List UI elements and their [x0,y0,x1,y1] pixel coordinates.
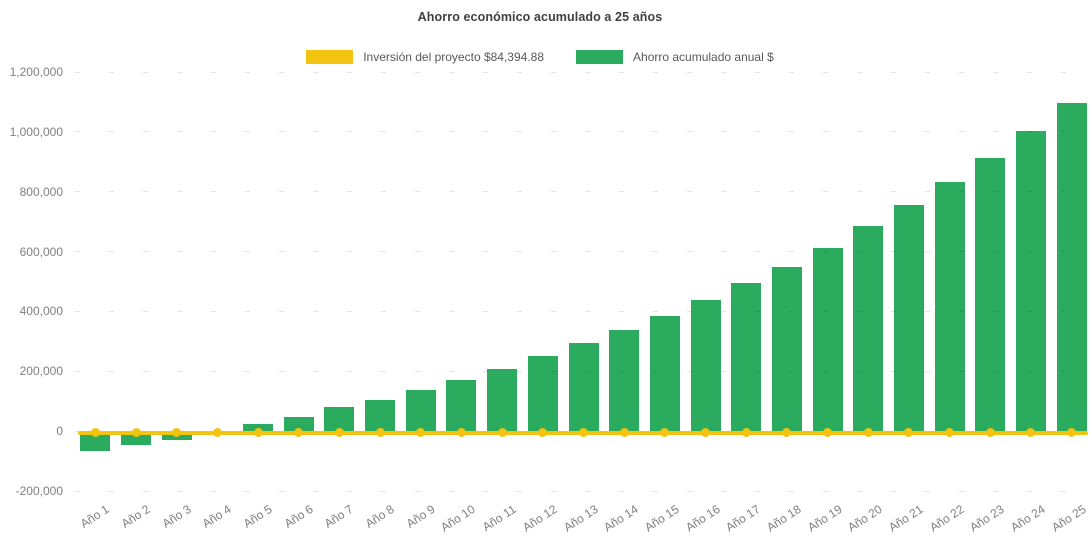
y-tick-label: 400,000 [19,304,63,319]
bar [1056,102,1087,432]
y-tick-label: 1,000,000 [9,124,63,139]
line-marker [579,428,588,438]
line-marker [782,428,792,438]
bar [487,369,518,432]
plot-area: 1,200,000 1,000,000 800,000 600,000 400,000 2… [10,65,1092,534]
y-tick-label: 0 [56,424,63,439]
line-marker [538,428,548,438]
bar [568,342,599,432]
legend-label-savings: Ahorro acumulado anual $ [633,50,774,64]
line-marker [1026,428,1036,438]
bar [609,330,640,432]
bar [243,424,274,432]
line-marker [904,428,914,438]
gridline [75,310,1092,312]
line-marker [985,428,995,438]
line-marker [375,428,385,438]
line-marker [416,428,426,438]
bar [690,300,721,432]
bar [853,225,884,432]
line-marker [701,428,711,438]
line-marker [823,428,833,438]
bar [975,157,1006,432]
line-marker [90,428,100,438]
line-marker [294,428,304,438]
bar [649,315,680,432]
bar [80,431,111,452]
y-tick-label: 600,000 [19,244,63,259]
gridline [75,191,1092,193]
line-marker [497,428,507,438]
bar [527,356,558,432]
bar [934,181,965,432]
gridline [75,370,1092,372]
line-marker [253,428,263,438]
line-marker [131,428,141,438]
chart-title: Ahorro económico acumulado a 25 años [417,10,663,24]
line-marker [660,428,670,438]
line-marker [212,428,222,438]
y-tick-label: 1,200,000 [9,65,63,79]
gridline [75,490,1092,492]
bar [1015,131,1046,432]
line-marker [456,428,466,438]
legend: Inversión del proyecto $84,394.88 Ahorro… [0,48,1080,66]
line-marker [741,428,751,438]
bar [812,247,843,432]
legend-swatch-investment [306,50,354,64]
gridline [75,71,1092,73]
bar [324,407,355,432]
line-marker [619,428,629,438]
gridline [75,251,1092,253]
bar [283,416,314,432]
bar [731,282,762,432]
line-marker [1067,428,1077,438]
bar [446,380,477,432]
bar [405,389,436,432]
y-tick-label: 800,000 [19,184,63,199]
line-marker [334,428,344,438]
legend-label-investment: Inversión del proyecto $84,394.88 [363,50,545,64]
legend-swatch-savings [576,50,624,64]
bar [365,400,396,432]
line-marker [172,428,182,438]
bar [771,266,802,432]
y-tick-label: -200,000 [15,484,63,498]
y-tick-label: 200,000 [19,364,63,379]
line-marker [945,428,955,438]
bar [893,205,924,432]
line-marker [863,428,873,438]
gridline [75,131,1092,133]
